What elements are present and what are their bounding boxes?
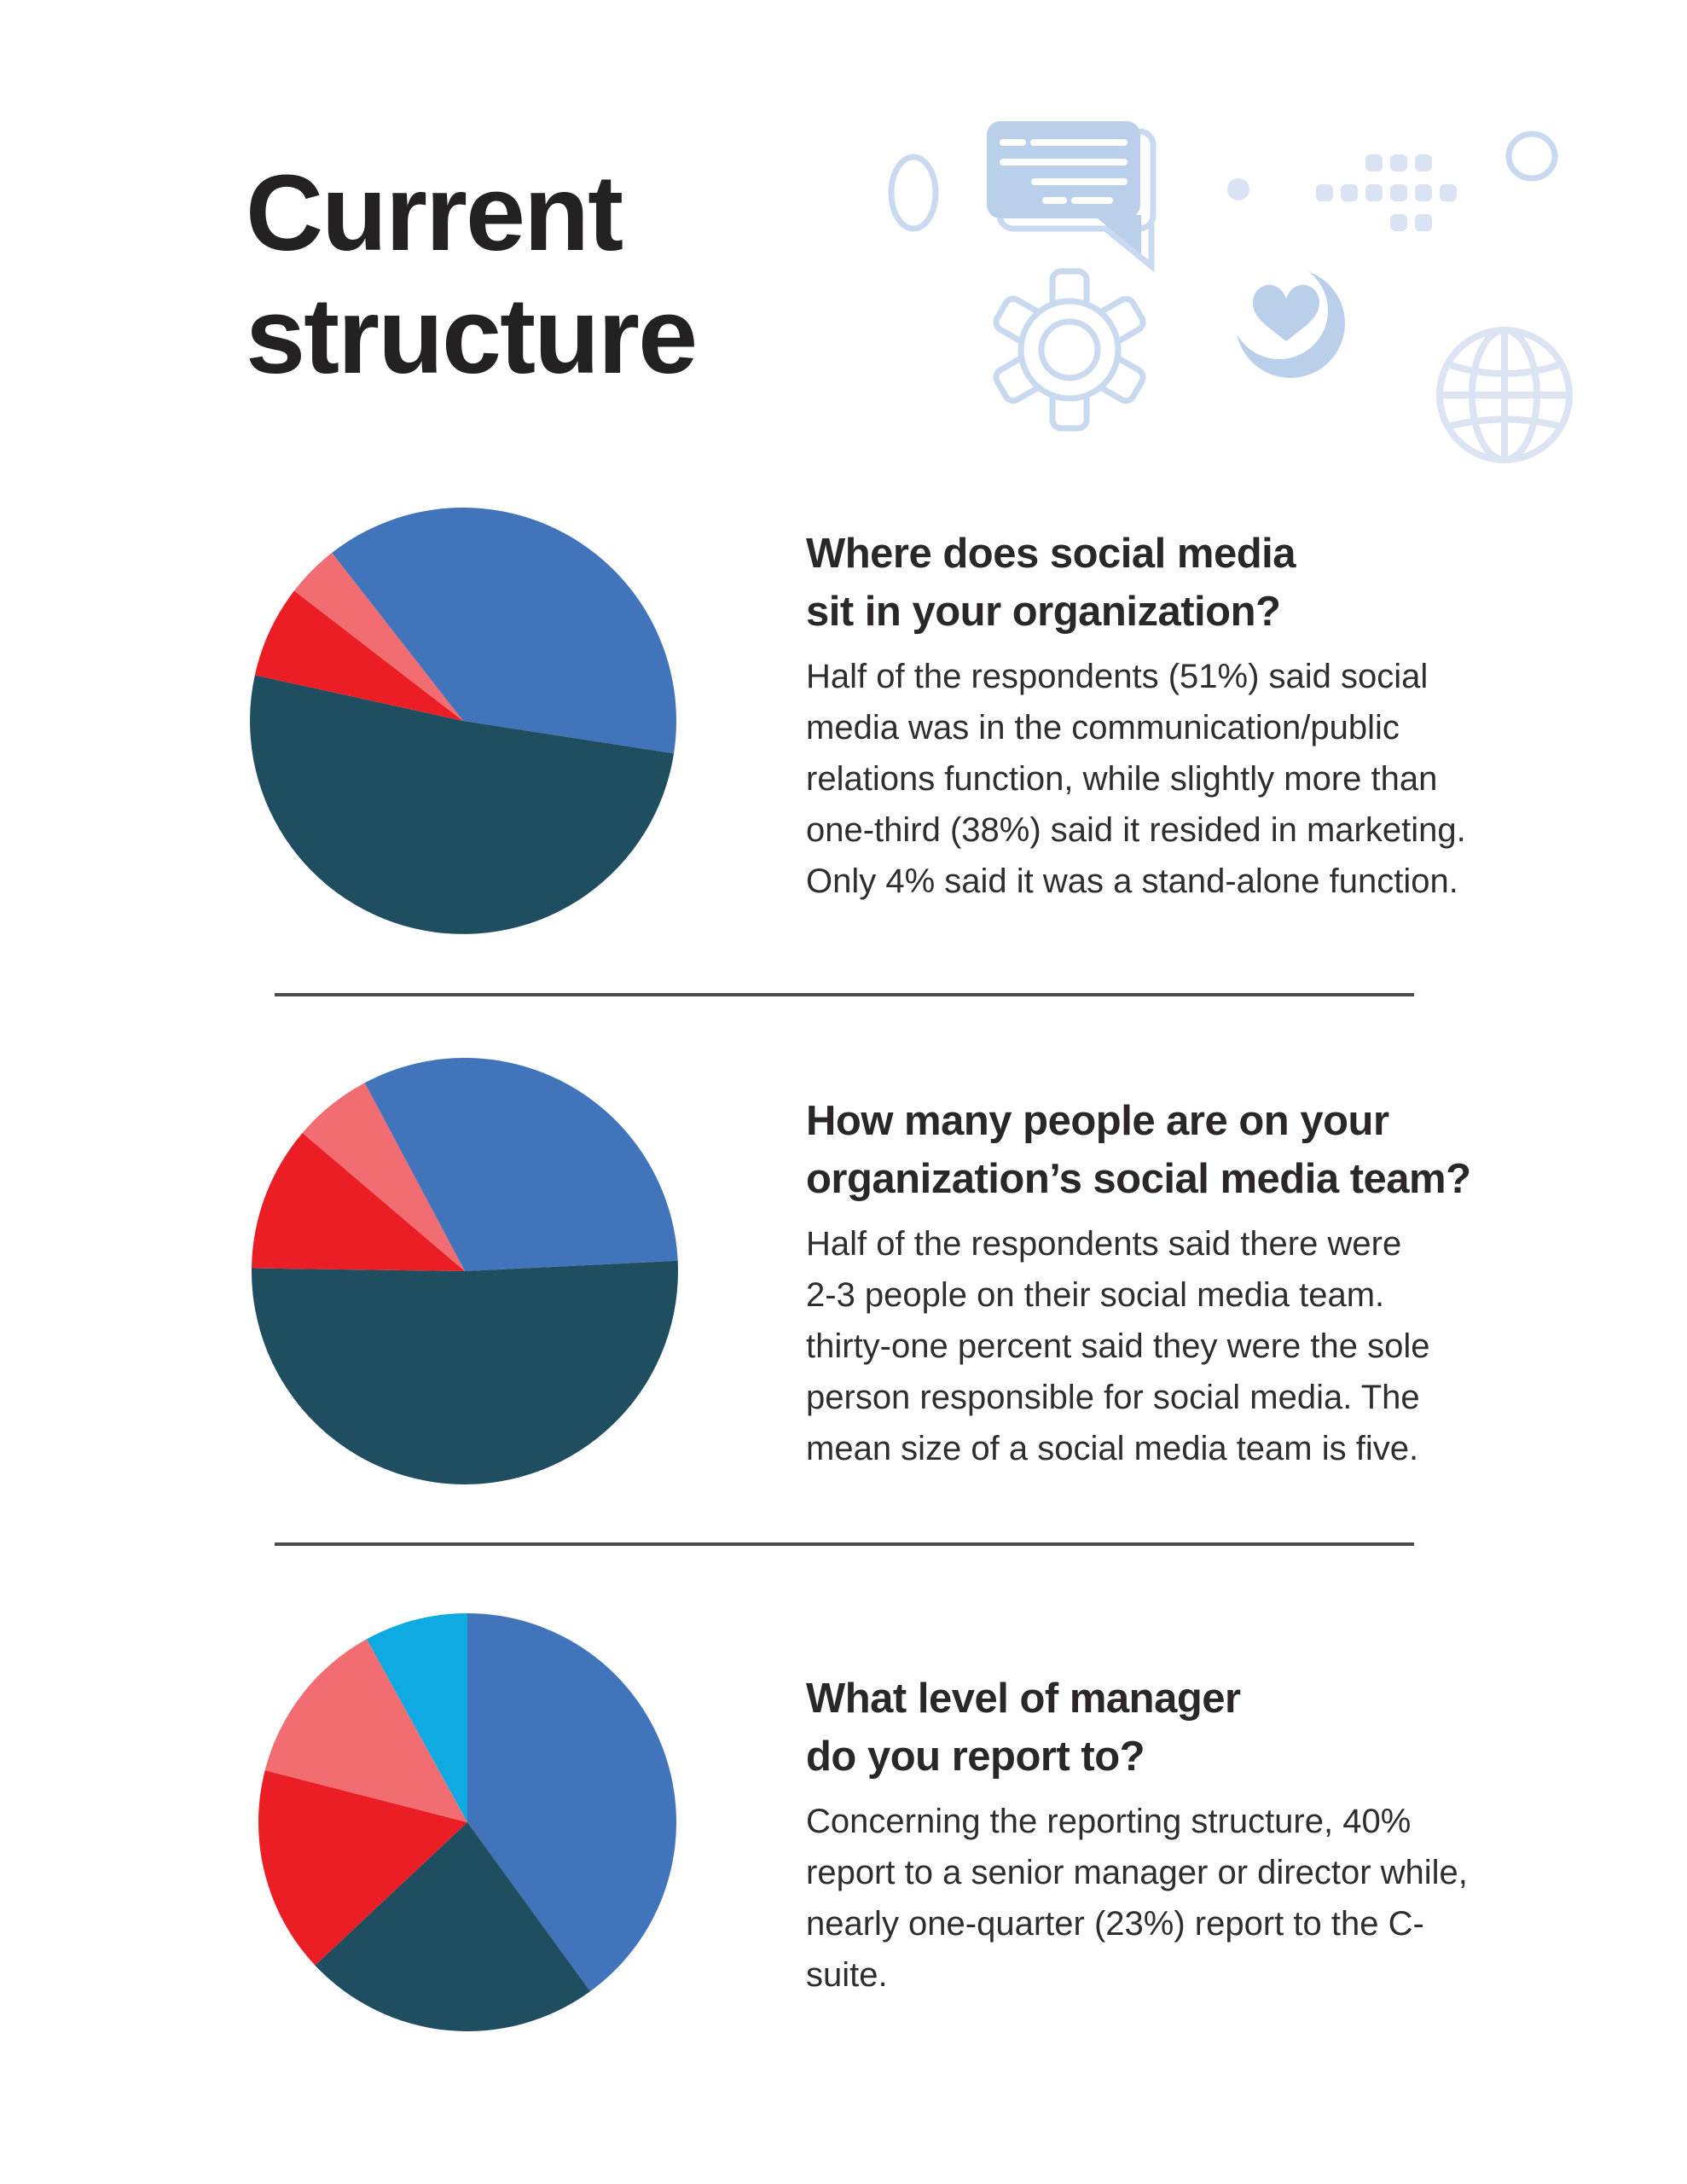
section-heading: Where does social media sit in your orga… [806, 531, 1296, 635]
heart-crescent-icon [1231, 262, 1345, 378]
section-heading: What level of manager do you report to? [806, 1676, 1241, 1780]
circle-outline-icon [1505, 131, 1558, 182]
section-body: Half of the respondents said there were … [806, 1225, 1430, 1467]
dots-grid-icon [1316, 154, 1457, 231]
pie-slice-other [254, 590, 463, 721]
section-divider [275, 1542, 1414, 1546]
pie-slice-stand-alone-function [293, 553, 463, 721]
pie-chart-social-media-location [250, 508, 676, 934]
pie-slice-sole-person [364, 1058, 678, 1271]
pie-slice-other-small [366, 1613, 467, 1822]
speech-bubble-icon [987, 121, 1157, 273]
section-divider [275, 993, 1414, 996]
pie-slice-c-suite [315, 1822, 591, 2031]
pie-slice-other [258, 1770, 467, 1966]
section-heading: How many people are on your organization… [806, 1098, 1471, 1202]
pie-slice-other [252, 1132, 465, 1271]
pie-chart-reporting-level [258, 1613, 676, 2031]
section-structure: Where does social media sit in your orga… [806, 525, 1505, 907]
section-reporting: What level of manager do you report to? … [806, 1670, 1505, 2001]
page-title: Current structure [246, 153, 698, 396]
section-body: Concerning the reporting structure, 40% … [806, 1803, 1468, 1994]
circle-outline-icon [888, 154, 939, 232]
gear-icon [993, 268, 1146, 432]
globe-icon [1436, 327, 1573, 463]
dot-icon [1227, 178, 1249, 200]
pie-slice-other-mid [264, 1639, 467, 1822]
section-team-size: How many people are on your organization… [806, 1092, 1505, 1474]
pie-slice-other-small [302, 1083, 465, 1271]
pie-chart-team-size [252, 1058, 678, 1484]
pie-slice-communication-public-relations [250, 675, 675, 934]
pie-slice-senior-manager-or-director [467, 1613, 676, 1992]
section-body: Half of the respondents (51%) said socia… [806, 658, 1466, 900]
pie-slice-2-3-people [252, 1260, 678, 1484]
pie-slice-marketing [332, 508, 676, 754]
